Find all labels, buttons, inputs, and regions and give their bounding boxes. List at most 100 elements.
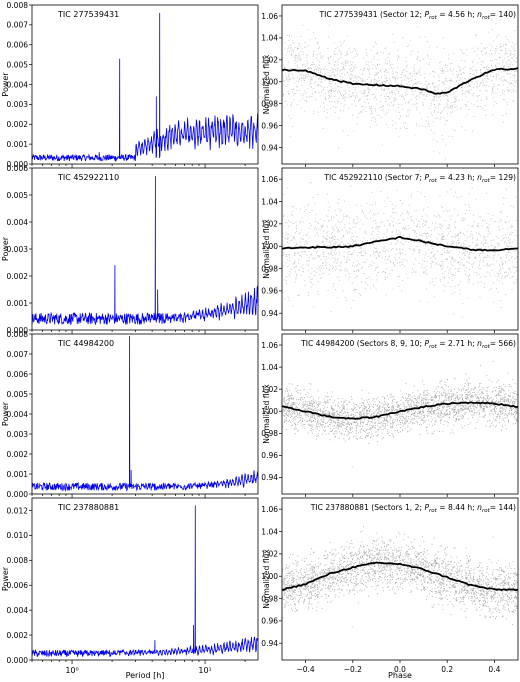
y-tick-label: 0.010 bbox=[7, 531, 29, 540]
y-axis-label: Normalized flux bbox=[262, 549, 271, 609]
panel-title: TIC 44984200 (Sectors 8, 9, 10; Prot = 2… bbox=[300, 339, 516, 350]
power-spectrum-line bbox=[31, 505, 259, 658]
y-tick-label: 0.008 bbox=[7, 1, 29, 10]
y-tick-label: 0.012 bbox=[7, 506, 29, 515]
y-tick-label: 0.003 bbox=[7, 430, 29, 439]
y-tick-label: 0.006 bbox=[7, 581, 29, 590]
periodogram-panel-3: 0.000 0.001 0.002 0.003 0.004 0.005 0.006 0.007… bbox=[1, 330, 259, 499]
y-tick-label: 1.04 bbox=[261, 363, 278, 372]
y-tick-label: 0.96 bbox=[261, 287, 278, 296]
y-axis-label: Normalized flux bbox=[262, 219, 271, 279]
y-tick-label: 0.94 bbox=[261, 143, 278, 152]
y-tick-label: 0.000 bbox=[7, 326, 29, 335]
panel-title: TIC 277539431 (Sector 12; Prot = 4.56 h;… bbox=[319, 10, 517, 21]
y-tick-label: 0.005 bbox=[7, 60, 29, 69]
y-tick-label: 1.06 bbox=[261, 505, 278, 514]
panel-label: TIC 277539431 bbox=[57, 10, 119, 19]
y-tick-label: 0.004 bbox=[7, 218, 29, 227]
panel-label: TIC 237880881 bbox=[57, 503, 119, 512]
periodogram-panel-4: 0.000 0.002 0.004 0.006 0.008 0.010 0.012 TIC 2… bbox=[1, 497, 259, 680]
y-tick-label: 0.001 bbox=[7, 140, 29, 149]
panel-label: TIC 44984200 bbox=[57, 339, 114, 348]
y-tick-label: 1.06 bbox=[261, 341, 278, 350]
y-tick-label: 0.001 bbox=[7, 470, 29, 479]
y-tick-label: 0.98 bbox=[261, 594, 278, 603]
panel-label: TIC 452922110 bbox=[57, 173, 119, 182]
x-tick-label: 0.0 bbox=[394, 665, 406, 674]
axes-frame bbox=[281, 4, 519, 165]
lightcurve-panel-3: 0.94 0.96 0.98 1.00 1.02 1.04 1.06 TIC 44984200… bbox=[261, 333, 519, 497]
y-tick-label: 0.94 bbox=[261, 309, 278, 318]
y-tick-label: 0.94 bbox=[261, 639, 278, 648]
x-tick-label: 10⁰ bbox=[65, 666, 78, 675]
y-tick-label: 0.94 bbox=[261, 473, 278, 482]
y-tick-label: 0.004 bbox=[7, 606, 29, 615]
y-tick-label: 0.002 bbox=[7, 272, 29, 281]
power-spectrum-line bbox=[31, 176, 259, 326]
y-tick-label: 1.02 bbox=[261, 550, 278, 559]
y-tick-label: 0.000 bbox=[7, 490, 29, 499]
y-tick-label: 1.04 bbox=[261, 197, 278, 206]
y-tick-label: 1.00 bbox=[261, 572, 278, 581]
y-tick-label: 1.00 bbox=[261, 242, 278, 251]
y-tick-label: 1.00 bbox=[261, 407, 278, 416]
scatter-points bbox=[282, 360, 518, 468]
lightcurve-panel-1: 0.94 0.96 0.98 1.00 1.02 1.04 1.06 TIC 27753943… bbox=[261, 4, 519, 167]
y-axis-label: Normalized flux bbox=[262, 384, 271, 444]
scatter-cloud bbox=[282, 173, 518, 318]
y-tick-label: 0.96 bbox=[261, 617, 278, 626]
axes-frame bbox=[31, 333, 259, 495]
y-tick-label: 0.007 bbox=[7, 21, 29, 30]
binned-curve bbox=[282, 561, 518, 592]
power-spectrum-line bbox=[31, 335, 259, 492]
y-axis-label: Power bbox=[1, 401, 10, 426]
y-tick-label: 0.006 bbox=[7, 370, 29, 379]
y-tick-label: 1.06 bbox=[261, 12, 278, 21]
x-tick-label: 10¹ bbox=[198, 666, 211, 675]
y-tick-label: 0.96 bbox=[261, 451, 278, 460]
lightcurve-panel-4: 0.94 0.96 0.98 1.00 1.02 1.04 1.06 TIC 23788088… bbox=[261, 497, 519, 680]
scatter-cloud bbox=[282, 19, 518, 160]
y-axis-label: Power bbox=[1, 566, 10, 591]
y-tick-label: 0.002 bbox=[7, 450, 29, 459]
y-tick-label: 0.98 bbox=[261, 264, 278, 273]
lightcurve-panel-2: 0.94 0.96 0.98 1.00 1.02 1.04 1.06 TIC 45292211… bbox=[261, 167, 519, 333]
x-axis-label: Period [h] bbox=[126, 671, 165, 680]
x-tick-label: 0.2 bbox=[441, 665, 453, 674]
scatter-points bbox=[282, 526, 518, 628]
y-tick-label: 0.98 bbox=[261, 429, 278, 438]
scatter-cloud bbox=[282, 526, 518, 628]
y-tick-label: 0.006 bbox=[7, 41, 29, 50]
y-tick-label: 1.02 bbox=[261, 56, 278, 65]
axes-frame bbox=[31, 497, 259, 661]
y-tick-label: 1.02 bbox=[261, 220, 278, 229]
y-tick-label: 0.006 bbox=[7, 164, 29, 173]
y-tick-label: 0.002 bbox=[7, 120, 29, 129]
y-tick-label: 0.000 bbox=[7, 160, 29, 169]
x-axis-label: Phase bbox=[388, 671, 412, 680]
panel-title: TIC 237880881 (Sectors 1, 2; Prot = 8.44… bbox=[310, 503, 516, 514]
y-tick-label: 0.008 bbox=[7, 330, 29, 339]
x-tick-label: −0.2 bbox=[344, 665, 362, 674]
y-tick-label: 0.003 bbox=[7, 245, 29, 254]
binned-curve bbox=[282, 401, 518, 420]
binned-curve bbox=[282, 235, 518, 252]
y-tick-label: 0.000 bbox=[7, 656, 29, 665]
y-axis-label: Power bbox=[1, 236, 10, 261]
periodogram-panel-1: 0.000 0.001 0.002 0.003 0.004 0.005 0.006 0.007… bbox=[1, 1, 259, 169]
y-tick-label: 0.007 bbox=[7, 350, 29, 359]
x-tick-label: −0.4 bbox=[296, 665, 314, 674]
y-tick-label: 1.02 bbox=[261, 385, 278, 394]
y-tick-label: 1.04 bbox=[261, 34, 278, 43]
binned-curve bbox=[282, 67, 518, 95]
scatter-points bbox=[282, 19, 518, 160]
y-tick-label: 0.001 bbox=[7, 299, 29, 308]
y-axis-label: Normalized flux bbox=[262, 54, 271, 114]
scatter-cloud bbox=[282, 360, 518, 468]
y-tick-label: 0.004 bbox=[7, 80, 29, 89]
y-tick-label: 0.004 bbox=[7, 410, 29, 419]
periodogram-panel-2: 0.000 0.001 0.002 0.003 0.004 0.005 0.006 TIC 4… bbox=[1, 164, 259, 335]
y-tick-label: 0.008 bbox=[7, 556, 29, 565]
y-axis-label: Power bbox=[1, 72, 10, 97]
